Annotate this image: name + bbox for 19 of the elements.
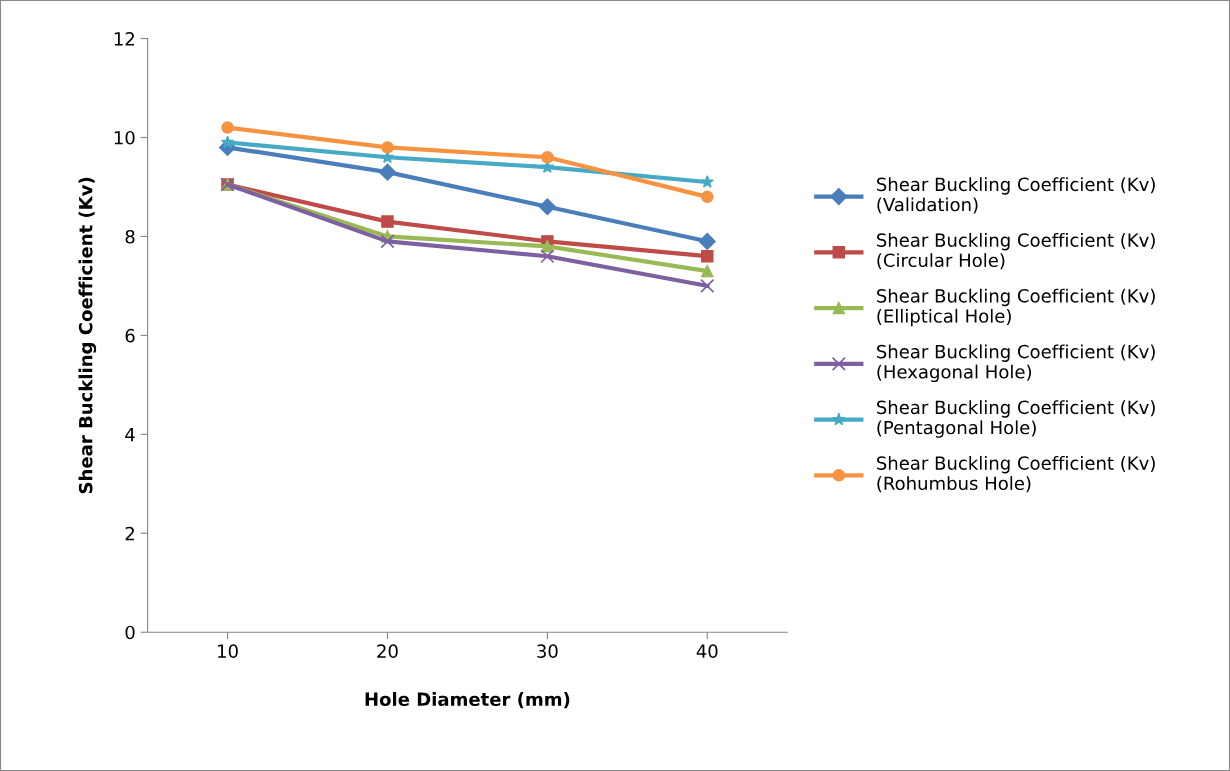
legend-label: Shear Buckling Coefficient (Kv) (Circular Hole) xyxy=(877,232,1155,270)
x-axis-title: Hole Diameter (mm) xyxy=(365,692,570,709)
y-tick-label: 8 xyxy=(125,229,135,244)
legend-label: Shear Buckling Coefficient (Kv) (Validation) xyxy=(877,177,1155,214)
y-tick-label: 2 xyxy=(125,526,134,541)
legend-label: Shear Buckling Coefficient (Kv) (Elliptical Hole) xyxy=(877,288,1155,327)
x-tick-label: 20 xyxy=(377,644,398,658)
x-tick-label: 10 xyxy=(218,644,238,658)
legend-label: Shear Buckling Coefficient (Kv) (Pentagonal Hole) xyxy=(877,400,1155,438)
y-tick-label: 0 xyxy=(125,625,135,640)
y-tick-label: 4 xyxy=(125,428,135,442)
y-axis-title: Shear Buckling Coefficient (Kv) xyxy=(78,177,97,494)
y-tick-label: 6 xyxy=(125,328,135,343)
x-tick-label: 30 xyxy=(537,644,558,658)
legend-label: Shear Buckling Coefficient (Kv) (Rohumbus Hole) xyxy=(877,455,1155,493)
y-tick-label: 10 xyxy=(114,130,135,145)
legend-label: Shear Buckling Coefficient (Kv) (Hexagonal Hole) xyxy=(877,344,1155,383)
x-tick-label: 40 xyxy=(696,644,718,658)
y-tick-label: 12 xyxy=(114,32,134,46)
